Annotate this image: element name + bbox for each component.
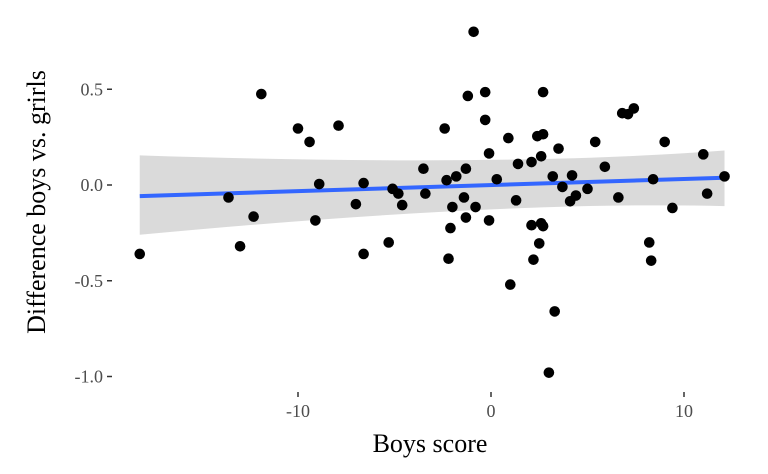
confidence-band (139, 150, 725, 235)
data-point (643, 237, 655, 248)
y-tick-label: -1.0 (75, 367, 104, 387)
x-axis: -10 0 10 (286, 392, 693, 421)
data-point (553, 143, 564, 154)
data-point (667, 202, 678, 214)
data-point (528, 254, 539, 265)
confidence-band-layer (139, 150, 725, 235)
data-point (393, 188, 404, 199)
data-point (628, 103, 640, 114)
regression-line (139, 175, 725, 199)
data-point (470, 201, 481, 213)
x-tick-label: 10 (675, 401, 693, 421)
data-point (526, 219, 537, 231)
data-point (460, 163, 472, 175)
data-point (256, 88, 267, 100)
data-point (566, 170, 578, 181)
data-point (310, 215, 321, 226)
data-point (468, 26, 479, 38)
data-point (503, 132, 514, 144)
data-point (483, 148, 495, 159)
x-tick-label: -10 (286, 401, 310, 421)
trend-line-layer (139, 175, 725, 199)
data-point (533, 238, 545, 249)
data-point (248, 211, 259, 222)
data-point (543, 367, 555, 378)
data-point (505, 279, 516, 290)
y-tick-label: 0.0 (81, 175, 104, 195)
y-axis-title: Difference boys vs. grirls (22, 70, 51, 334)
data-point (645, 255, 657, 266)
data-point (535, 150, 547, 162)
data-point (589, 136, 601, 148)
data-point (479, 86, 491, 98)
data-point (445, 222, 456, 234)
x-axis-title: Boys score (373, 429, 488, 458)
data-point (570, 190, 582, 201)
data-point (659, 136, 670, 148)
data-point (134, 248, 146, 260)
data-point (613, 192, 624, 203)
y-tick-label: -0.5 (75, 271, 104, 291)
data-point (701, 188, 713, 199)
data-points-layer (134, 26, 730, 378)
data-point (479, 114, 491, 126)
data-point (537, 128, 549, 140)
data-point (447, 201, 458, 213)
data-point (483, 215, 495, 226)
data-point (460, 212, 472, 223)
data-point (458, 192, 470, 203)
data-point (358, 248, 369, 260)
data-point (547, 171, 559, 182)
data-point (510, 195, 522, 206)
data-point (647, 173, 659, 185)
data-point (313, 178, 325, 190)
data-point (234, 240, 246, 252)
data-point (491, 173, 503, 185)
y-tick-label: 0.5 (81, 79, 104, 99)
y-axis: 0.5 0.0 -0.5 -1.0 (75, 79, 112, 387)
data-point (719, 171, 730, 182)
data-point (512, 158, 524, 170)
data-point (698, 149, 709, 160)
data-point (304, 136, 315, 148)
data-point (223, 192, 234, 203)
data-point (350, 198, 362, 210)
data-point (292, 123, 304, 134)
data-point (599, 161, 611, 173)
data-point (420, 188, 431, 199)
data-point (441, 174, 452, 186)
data-point (383, 237, 395, 248)
data-point (418, 163, 429, 175)
data-point (582, 183, 593, 195)
data-point (549, 306, 560, 317)
data-point (557, 181, 568, 193)
data-point (526, 156, 537, 168)
data-point (462, 90, 474, 102)
data-point (537, 86, 549, 98)
data-point (439, 123, 450, 134)
data-point (450, 171, 462, 182)
data-point (396, 199, 408, 211)
data-point (358, 177, 369, 189)
data-point (333, 120, 344, 131)
data-point (537, 220, 549, 232)
data-point (443, 253, 454, 265)
x-tick-label: 0 (487, 401, 496, 421)
